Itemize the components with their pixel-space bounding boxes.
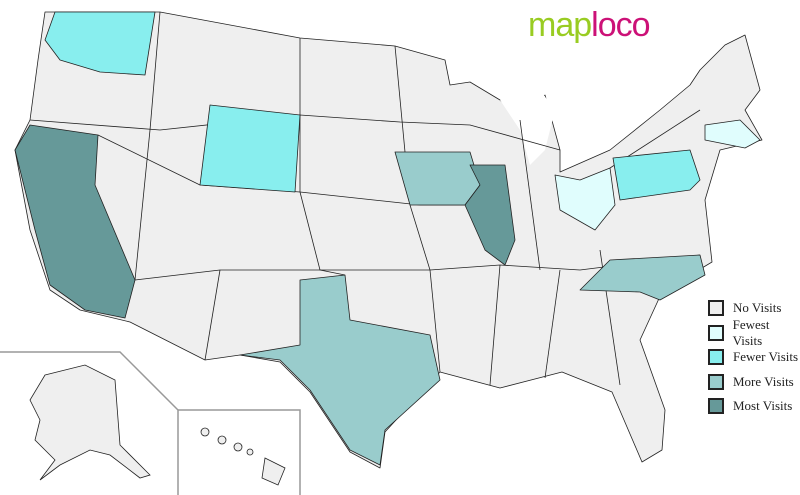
legend-swatch — [708, 300, 724, 317]
state-massachusetts[interactable] — [704, 119, 761, 149]
state-wyoming[interactable] — [199, 104, 301, 193]
state-iowa[interactable] — [394, 151, 481, 206]
state-illinois[interactable] — [464, 164, 516, 266]
state-pennsylvania[interactable] — [612, 149, 701, 201]
legend-item: Fewer Visits — [708, 345, 800, 370]
legend-label: More Visits — [733, 373, 794, 389]
alaska — [29, 364, 151, 481]
state-north-carolina[interactable] — [579, 254, 706, 301]
state-ohio[interactable] — [554, 167, 616, 231]
alaska-inset-border — [0, 351, 179, 495]
state-washington[interactable] — [44, 11, 156, 76]
legend-label: Fewest Visits — [732, 316, 770, 348]
state-california[interactable] — [14, 124, 136, 319]
legend-swatch — [708, 398, 724, 415]
legend-swatch — [708, 349, 724, 366]
lake-michigan — [500, 90, 555, 165]
state-texas[interactable] — [239, 274, 441, 466]
legend-label: Most Visits — [733, 398, 793, 414]
legend-item: No Visits — [708, 296, 800, 321]
maploco-logo: maploco — [528, 6, 651, 44]
legend: No Visits Fewest Visits Fewer Visits More V… — [708, 296, 800, 419]
hawaii — [200, 427, 286, 486]
legend-item: Fewest Visits — [708, 317, 800, 348]
legend-item: More Visits — [708, 370, 800, 395]
legend-label: Fewer Visits — [733, 349, 799, 365]
legend-swatch — [708, 324, 724, 341]
legend-label: No Visits — [733, 300, 782, 316]
hawaii-inset-border — [178, 409, 301, 495]
legend-swatch — [708, 373, 724, 390]
legend-item: Most Visits — [708, 394, 800, 419]
